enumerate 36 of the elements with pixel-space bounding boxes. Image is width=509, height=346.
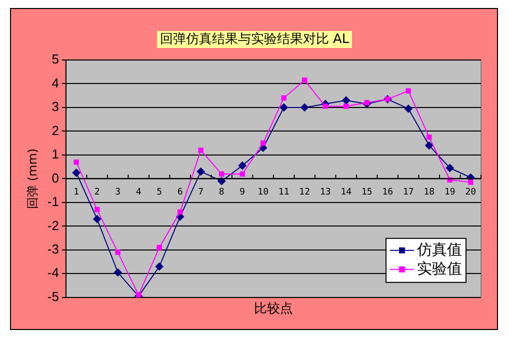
x-tick-label: 5 — [156, 188, 162, 198]
x-tick-label: 8 — [218, 188, 224, 198]
y-axis-title: 回弹 (mm) — [25, 148, 40, 209]
y-tick-label: -2 — [47, 218, 59, 233]
y-tick-label: 5 — [52, 52, 59, 67]
y-tick-label: 3 — [52, 99, 59, 114]
x-tick-label: 13 — [320, 188, 331, 198]
y-tick-label: 0 — [52, 170, 59, 186]
y-tick-label: -4 — [47, 265, 59, 280]
x-tick-label: 3 — [115, 188, 121, 198]
x-axis-title: 比较点 — [254, 302, 293, 317]
x-tick-label: 6 — [177, 188, 183, 198]
x-tick-label: 14 — [340, 188, 352, 198]
x-tick-label: 20 — [465, 188, 476, 198]
x-tick-label: 19 — [444, 188, 456, 198]
y-tick-label: -1 — [47, 194, 59, 210]
x-tick-label: 7 — [198, 188, 204, 198]
x-tick-label: 16 — [382, 188, 394, 198]
y-tick-label: 2 — [52, 122, 59, 138]
legend-label: 仿真值 — [416, 240, 462, 258]
chart-title: 回弹仿真结果与实验结果对比 AL — [156, 31, 352, 48]
x-tick-label: 18 — [424, 188, 435, 198]
x-tick-label: 11 — [278, 188, 290, 198]
x-tick-label: 9 — [240, 188, 246, 198]
x-tick-label: 4 — [136, 188, 142, 198]
y-tick-label: 1 — [52, 146, 59, 162]
x-tick-label: 17 — [402, 188, 414, 198]
x-tick-label: 15 — [361, 188, 372, 198]
y-tick-label: 4 — [52, 75, 59, 90]
y-tick-label: -5 — [47, 288, 59, 304]
x-tick-label: 10 — [258, 188, 269, 198]
legend-label: 实验值 — [417, 259, 462, 278]
x-tick-label: 12 — [299, 188, 310, 198]
y-tick-label: -3 — [47, 242, 59, 256]
x-tick-label: 1 — [74, 188, 80, 198]
x-tick-label: 2 — [94, 188, 100, 198]
